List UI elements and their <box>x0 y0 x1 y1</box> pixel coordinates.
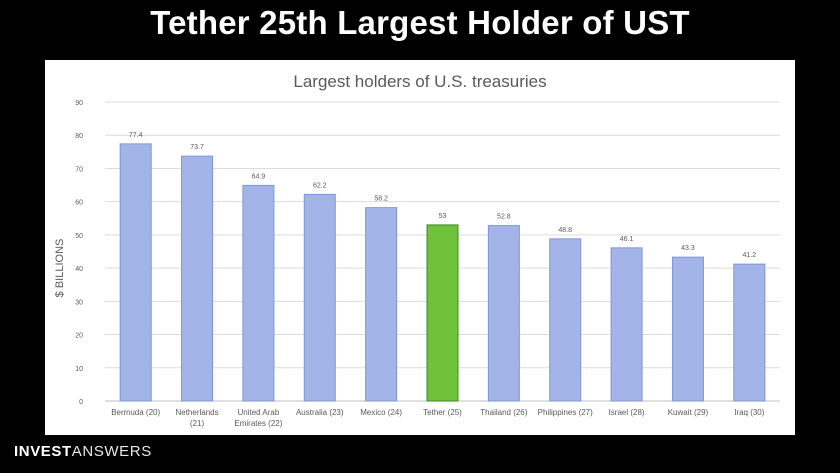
data-label: 52.8 <box>497 214 511 221</box>
y-tick-label: 90 <box>75 100 83 107</box>
bar <box>303 193 336 402</box>
data-label: 77.4 <box>129 132 143 139</box>
brand-part-invest: INVEST <box>14 443 72 460</box>
data-label: 73.7 <box>190 144 204 151</box>
y-tick-labels: 0 10 20 30 40 50 60 70 80 90 <box>75 100 83 406</box>
data-label: 64.9 <box>252 173 266 180</box>
chart-panel: Largest holders of U.S. treasuries $ BIL… <box>45 60 795 435</box>
y-tick-label: 10 <box>75 366 83 373</box>
y-tick-label: 60 <box>75 200 83 207</box>
x-tick-label: Netherlands (21) <box>175 408 218 428</box>
y-axis-label: $ BILLIONS <box>54 239 66 298</box>
data-label: 53 <box>439 213 447 220</box>
data-label: 58.2 <box>374 196 388 203</box>
y-tick-label: 80 <box>75 133 83 140</box>
bar-chart: Largest holders of U.S. treasuries $ BIL… <box>54 72 780 428</box>
x-tick-label: Bermuda (20) <box>111 408 160 417</box>
y-tick-label: 50 <box>75 233 83 240</box>
page-headline: Tether 25th Largest Holder of UST <box>150 4 690 41</box>
x-tick-label: Mexico (24) <box>360 408 402 417</box>
x-tick-labels: Bermuda (20) Netherlands (21) United Arab Em… <box>111 408 765 428</box>
bar <box>549 238 582 402</box>
data-label: 62.2 <box>313 182 327 189</box>
y-tick-label: 0 <box>79 399 83 406</box>
bar-highlighted <box>426 224 459 402</box>
x-tick-label: Israel (28) <box>609 408 645 417</box>
x-tick-label: United Arab Emirates (22) <box>234 408 282 428</box>
data-label: 46.1 <box>620 236 634 243</box>
bar <box>487 225 520 402</box>
x-tick-label: Philippines (27) <box>538 408 593 417</box>
bar <box>119 143 152 402</box>
y-tick-label: 40 <box>75 266 83 273</box>
brand-logo: INVESTANSWERS <box>14 443 152 460</box>
data-label: 41.2 <box>743 252 757 259</box>
x-tick-label: Thailand (26) <box>480 408 527 417</box>
x-tick-label: Australia (23) <box>296 408 344 417</box>
x-tick-label: Iraq (30) <box>734 408 765 417</box>
bars <box>119 143 766 402</box>
x-tick-label: Tether (25) <box>423 408 462 417</box>
bar <box>733 263 766 402</box>
y-tick-label: 20 <box>75 333 83 340</box>
data-label: 48.8 <box>558 227 572 234</box>
data-label: 43.3 <box>681 245 695 252</box>
chart-title: Largest holders of U.S. treasuries <box>293 72 546 91</box>
bar <box>365 207 398 402</box>
bar <box>181 155 214 402</box>
brand-part-answers: ANSWERS <box>71 443 152 460</box>
bar <box>242 184 275 402</box>
y-tick-label: 70 <box>75 166 83 173</box>
y-tick-label: 30 <box>75 299 83 306</box>
bar <box>610 247 643 402</box>
bar <box>671 256 704 402</box>
data-labels: 77.4 73.7 64.9 62.2 58.2 53 52.8 48.8 46.1 43.3 41… <box>129 132 756 259</box>
x-tick-label: Kuwait (29) <box>668 408 709 417</box>
